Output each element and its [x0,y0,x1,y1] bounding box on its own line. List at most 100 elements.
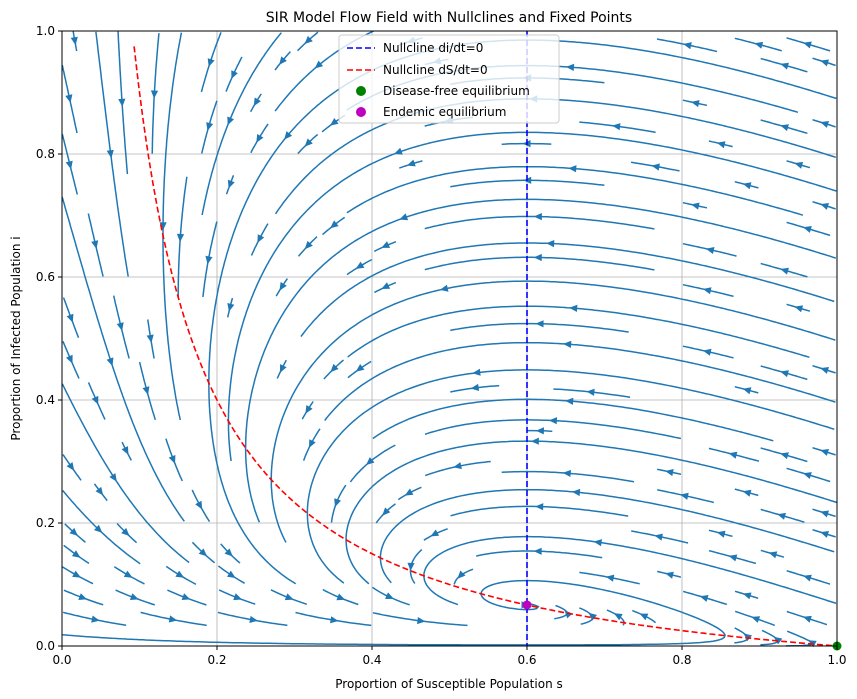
streamline-arrow [683,42,692,50]
legend-marker-endemic [356,107,366,117]
streamline-arrow [533,213,542,221]
streamline-arrow [639,613,649,621]
streamline-arrow [404,488,414,496]
streamline-arrow [284,131,293,140]
streamline-arrow [751,616,761,623]
streamline-arrow [533,253,542,262]
streamline-arrow [314,60,324,69]
streamline-arrow [231,70,238,79]
x-axis: 0.0 0.2 0.4 0.6 0.8 1.0 [52,646,847,667]
streamline-arrow [742,387,752,395]
streamline-arrow [702,287,712,295]
streamline-arrow [716,530,726,538]
streamline-arrow [593,539,602,547]
streamline-arrow [535,503,544,511]
streamline-arrow [233,593,242,601]
streamline-arrow [305,405,313,414]
streamline-arrow [439,284,449,292]
streamline-arrow [71,550,81,558]
streamline-arrow [566,63,575,71]
x-axis-label: Proportion of Susceptible Population s [335,677,562,691]
y-tick-label: 1.0 [36,24,55,38]
streamline-arrow [309,439,316,448]
streamline-arrow [65,94,73,103]
streamline-arrow [227,303,235,312]
streamline-arrow [768,551,778,559]
streamline-arrow [588,612,597,621]
streamline-arrow [382,507,391,516]
streamline-arrow [569,304,578,312]
streamline-arrow [366,457,375,465]
y-tick-label: 0.8 [36,147,55,161]
streamline-arrow [121,527,130,536]
streamline-arrow [168,615,178,623]
streamline-arrow [91,240,99,249]
streamline-arrow [665,571,674,579]
streamline-arrow [227,570,236,578]
y-axis-label: Proportion of Infected Population i [9,236,23,440]
streamline-arrow [206,122,214,131]
legend-marker-disease-free [356,86,366,96]
streamline-arrow [279,56,287,65]
y-tick-label: 0.0 [36,639,55,653]
nullcline-ds-dt [133,46,838,647]
streamline-arrow [227,179,235,189]
streamlines [61,30,837,648]
streamline-arrow [716,141,726,149]
streamline-arrow [680,492,689,500]
streamline-arrow [394,147,403,155]
streamline-arrow [304,35,313,44]
streamline-arrow [198,548,208,557]
streamline-arrow [207,58,215,67]
streamline-arrow [257,234,265,243]
streamline-arrow [533,547,542,555]
streamline-arrow [563,340,572,348]
streamline-arrow [535,427,544,435]
streamline-arrow [691,100,700,108]
streamline-arrow [780,62,789,70]
chart-title: SIR Model Flow Field with Nullclines and… [266,10,632,26]
streamline-arrow [381,282,391,289]
streamline-arrow [355,261,365,269]
legend-box [338,34,560,124]
streamline-arrow [284,593,294,601]
streamline-arrow [613,613,623,621]
streamline-arrow [168,455,176,464]
streamline-arrow [728,554,738,562]
streamline-arrow [430,529,440,537]
streamline-arrow [743,633,752,642]
y-axis: 0.0 0.2 0.4 0.6 0.8 1.0 [36,24,62,653]
streamline-arrow [69,527,78,536]
streamline-arrow [195,500,203,510]
grid [61,30,838,647]
streamline-arrow [181,593,191,600]
streamline-arrow [121,446,129,455]
streamline-arrow [129,593,139,600]
legend-label-di-nullcline: Nullcline di/dt=0 [383,41,483,55]
streamline-arrow [691,202,700,210]
streamline-arrow [586,388,595,396]
streamline-arrow [803,41,812,49]
streamline-arrow [66,313,74,323]
streamline-arrow [70,36,78,46]
streamline-arrow [123,570,133,578]
streamline-arrow [820,203,829,210]
streamline-arrow [548,417,558,425]
streamline-arrow [78,593,87,600]
streamline-arrow [535,320,544,328]
streamline-arrow [820,531,829,538]
streamline-arrow [175,570,185,578]
streamline-arrow [142,386,150,395]
streamline-arrow [106,149,114,159]
streamline-arrow [820,367,829,374]
streamline-arrow [106,357,114,367]
x-tick-label: 0.4 [362,653,381,667]
streamline-arrow [562,469,571,477]
streamline-arrow [820,449,829,456]
streamline-arrow [336,593,346,601]
streamline-arrow [605,574,615,582]
streamline-arrow [780,124,789,132]
streamline-arrow [453,462,462,470]
streamline-arrow [176,233,185,243]
streamline-arrow [109,473,117,482]
